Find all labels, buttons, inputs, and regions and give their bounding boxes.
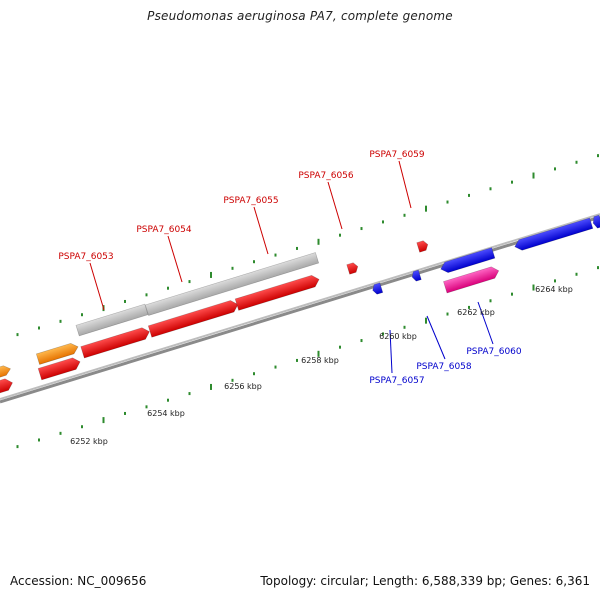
label-leader-line bbox=[426, 315, 446, 360]
gene-magenta-6060-shape bbox=[443, 266, 500, 294]
scale-label: 6256 kbp bbox=[224, 382, 262, 391]
upper-tick-row bbox=[16, 154, 599, 337]
lower-tick-row bbox=[16, 266, 599, 449]
label-leader-line bbox=[477, 301, 494, 345]
scale-label: 6264 kbp bbox=[535, 285, 573, 294]
gene-label: PSPA7_6058 bbox=[416, 362, 472, 372]
scale-label: 6254 kbp bbox=[147, 409, 185, 418]
gene-blue-right-shape bbox=[440, 247, 496, 273]
gene-red-6054-shape bbox=[147, 300, 239, 338]
scale-label: 6258 kbp bbox=[301, 356, 339, 365]
gene-red-6055 bbox=[234, 275, 320, 311]
gene-orange-edge bbox=[0, 365, 11, 381]
gene-label: PSPA7_6060 bbox=[466, 347, 522, 357]
gene-magenta-6060 bbox=[443, 266, 500, 294]
scale-labels: 6252 kbp 6254 kbp 6256 kbp 6258 kbp 6260 kbp… bbox=[70, 285, 573, 446]
gene-red-6053-shape bbox=[80, 327, 150, 359]
gene-blue-6058 bbox=[411, 269, 422, 282]
gene-blue-right bbox=[440, 247, 496, 273]
gene-red-6053 bbox=[80, 327, 150, 359]
gene-label: PSPA7_6059 bbox=[369, 150, 425, 160]
gene-label: PSPA7_6057 bbox=[369, 376, 424, 386]
gene-orange-upper bbox=[35, 343, 79, 365]
scale-label: 6262 kbp bbox=[457, 308, 495, 317]
scale-label: 6260 kbp bbox=[379, 332, 417, 341]
gene-red-edge bbox=[0, 378, 13, 396]
gene-red-6054 bbox=[147, 300, 239, 338]
gene-gray-1-shape bbox=[75, 303, 149, 337]
gene-blue-6058-shape bbox=[411, 269, 422, 282]
gene-red-edge-shape bbox=[0, 378, 13, 396]
gene-blue-6057 bbox=[372, 282, 384, 295]
label-leader-line bbox=[253, 206, 269, 255]
genome-summary-text: Topology: circular; Length: 6,588,339 bp… bbox=[260, 574, 590, 588]
gene-gray-1 bbox=[75, 303, 149, 337]
gene-blue-edge-shape bbox=[592, 214, 600, 229]
forward-labels: PSPA7_6053 PSPA7_6054 PSPA7_6055 PSPA7_6056… bbox=[58, 150, 425, 311]
gene-blue-far-shape bbox=[514, 217, 594, 251]
gene-label: PSPA7_6055 bbox=[223, 196, 278, 206]
gene-blue-6057-shape bbox=[372, 282, 384, 295]
gene-red-6059 bbox=[416, 240, 429, 253]
gene-red-1-shape bbox=[37, 357, 81, 381]
label-leader-line bbox=[167, 235, 183, 283]
reverse-labels: PSPA7_6057 PSPA7_6058 PSPA7_6060 bbox=[369, 301, 522, 386]
gene-label: PSPA7_6054 bbox=[136, 225, 192, 235]
gene-red-6059-shape bbox=[416, 240, 429, 253]
label-leader-line bbox=[327, 181, 343, 230]
gene-blue-edge bbox=[592, 214, 600, 229]
scale-label: 6252 kbp bbox=[70, 437, 108, 446]
label-leader-line bbox=[89, 262, 105, 311]
gene-label: PSPA7_6056 bbox=[298, 171, 354, 181]
gene-label: PSPA7_6053 bbox=[58, 252, 113, 262]
backbone-highlight bbox=[0, 213, 600, 400]
gene-red-6056 bbox=[346, 262, 359, 275]
gene-orange-edge-shape bbox=[0, 365, 11, 381]
gene-red-1 bbox=[37, 357, 81, 381]
label-leader-line bbox=[389, 329, 393, 374]
gene-orange-upper-shape bbox=[35, 343, 79, 365]
label-leader-line bbox=[398, 160, 412, 209]
gene-gray-2-shape bbox=[144, 252, 320, 316]
backbone-line bbox=[0, 215, 600, 404]
gene-blue-far bbox=[514, 217, 594, 251]
gene-gray-2 bbox=[144, 252, 320, 316]
accession-text: Accession: NC_009656 bbox=[10, 574, 147, 588]
gene-red-6055-shape bbox=[234, 275, 320, 311]
genome-title: Pseudomonas aeruginosa PA7, complete gen… bbox=[147, 9, 453, 23]
gene-red-6056-shape bbox=[346, 262, 359, 275]
